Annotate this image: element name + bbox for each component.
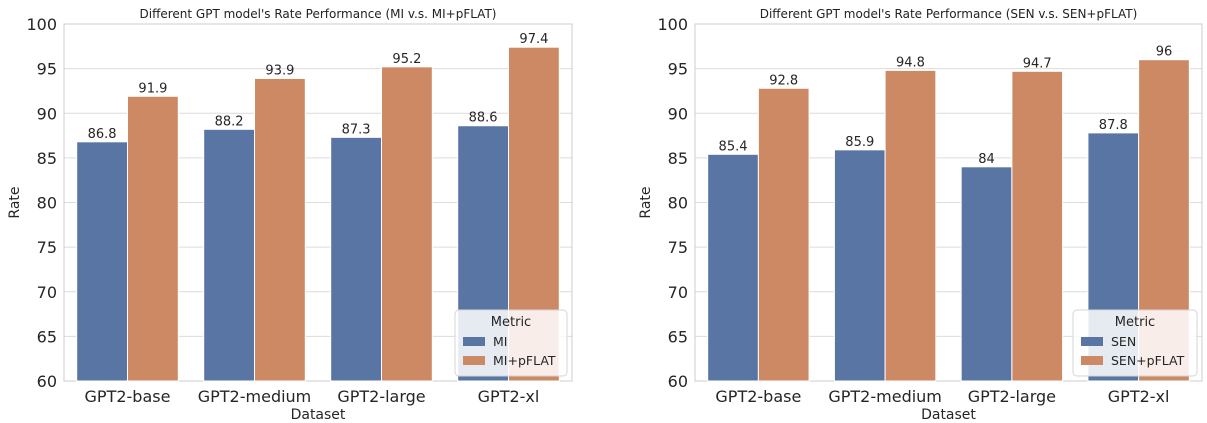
- legend-swatch: [1081, 337, 1103, 346]
- data-label: 96: [1156, 45, 1173, 60]
- y-tick-label: 60: [668, 372, 688, 391]
- y-tick-label: 70: [668, 283, 688, 302]
- y-tick-label: 95: [668, 60, 688, 79]
- x-tick-label: GPT2-xl: [478, 387, 540, 406]
- bar-mi: [76, 141, 128, 382]
- legend: Metric SEN SEN+pFLAT: [1072, 309, 1198, 377]
- bar-mi-pflat: [127, 95, 179, 382]
- y-tick-label: 80: [37, 194, 57, 213]
- bar-sen: [707, 153, 759, 382]
- bar-mi-pflat: [381, 66, 433, 382]
- data-label: 84: [978, 152, 995, 167]
- chart-panel-2: 60 65 70 75 80 85 90 95 100 85.4 92.8 GPT2-base 85.9…: [638, 7, 1203, 423]
- y-tick-label: 100: [26, 15, 57, 34]
- x-tick-label: GPT2-xl: [1108, 387, 1170, 406]
- y-tick-label: 65: [37, 327, 57, 346]
- bar-sen: [833, 149, 886, 382]
- y-tick-label: 90: [37, 104, 57, 123]
- data-label: 91.9: [138, 81, 167, 96]
- legend-swatch: [463, 337, 485, 346]
- data-label: 92.8: [769, 73, 798, 88]
- data-label: 86.8: [88, 127, 117, 142]
- y-tick-label: 75: [37, 238, 57, 257]
- y-tick-label: 70: [37, 283, 57, 302]
- data-label: 87.8: [1099, 118, 1128, 133]
- x-axis-label: Dataset: [291, 407, 346, 423]
- data-label: 88.6: [469, 111, 498, 126]
- bar-mi-pflat: [254, 77, 306, 382]
- data-label: 94.8: [896, 55, 925, 70]
- plot-frame: [63, 23, 573, 382]
- bar-sen-pflat: [1011, 70, 1064, 382]
- y-tick-label: 80: [668, 194, 688, 213]
- y-tick-label: 60: [37, 372, 57, 391]
- data-label: 87.3: [342, 122, 371, 137]
- x-tick-label: GPT2-medium: [828, 387, 942, 406]
- data-label: 85.9: [845, 135, 874, 150]
- x-axis-label: Dataset: [921, 407, 976, 423]
- legend-box: [1072, 309, 1198, 377]
- y-tick-label: 85: [37, 149, 57, 168]
- chart-title: Different GPT model's Rate Performance (…: [760, 7, 1138, 21]
- data-label: 93.9: [265, 63, 294, 78]
- bar-sen: [960, 166, 1013, 382]
- bar-sen-pflat: [757, 87, 810, 382]
- data-label: 94.7: [1023, 56, 1052, 71]
- legend-title: Metric: [1115, 315, 1155, 330]
- bar-mi: [203, 128, 255, 382]
- data-label: 95.2: [392, 52, 421, 67]
- data-label: 97.4: [519, 32, 548, 47]
- legend-entry: SEN: [1111, 334, 1136, 349]
- x-tick-label: GPT2-large: [968, 387, 1056, 406]
- y-tick-label: 75: [668, 238, 688, 257]
- chart-title: Different GPT model's Rate Performance (…: [140, 7, 497, 21]
- y-tick-label: 95: [37, 60, 57, 79]
- y-axis-label: Rate: [7, 186, 23, 218]
- y-tick-label: 100: [657, 15, 688, 34]
- bar-sen-pflat: [884, 69, 937, 382]
- y-tick-label: 90: [668, 104, 688, 123]
- plot-frame: [694, 23, 1203, 382]
- legend-entry: MI: [493, 334, 507, 349]
- legend-swatch: [463, 356, 485, 365]
- chart-panel-1: 60 65 70 75 80 85 90 95 100 86.8 91.9 GPT2-base 88.2…: [7, 7, 573, 423]
- x-tick-label: GPT2-base: [715, 387, 801, 406]
- data-label: 85.4: [719, 139, 748, 154]
- legend-title: Metric: [491, 315, 531, 330]
- y-tick-label: 65: [668, 327, 688, 346]
- legend-entry: SEN+pFLAT: [1111, 353, 1185, 368]
- x-tick-label: GPT2-large: [337, 387, 425, 406]
- legend-entry: MI+pFLAT: [493, 353, 556, 368]
- y-axis-label: Rate: [638, 186, 654, 218]
- y-tick-label: 85: [668, 149, 688, 168]
- x-tick-label: GPT2-medium: [198, 387, 312, 406]
- bar-mi: [330, 136, 383, 382]
- legend: Metric MI MI+pFLAT: [454, 309, 568, 377]
- legend-swatch: [1081, 356, 1103, 365]
- x-tick-label: GPT2-base: [85, 387, 171, 406]
- data-label: 88.2: [215, 114, 244, 129]
